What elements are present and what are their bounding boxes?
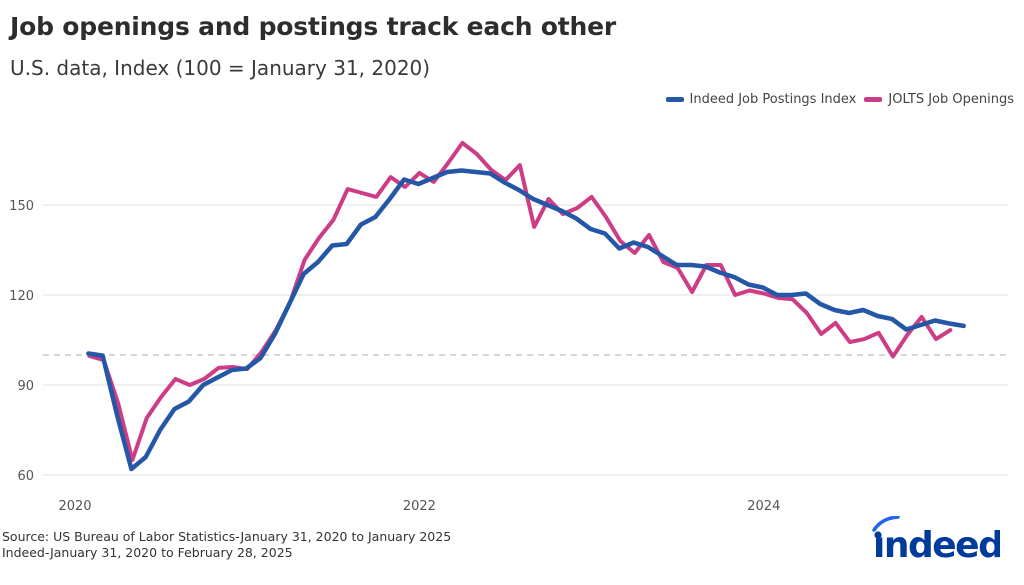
source-note: Source: US Bureau of Labor Statistics-Ja… — [2, 529, 451, 561]
y-tick-label: 150 — [9, 199, 34, 214]
chart-subtitle: U.S. data, Index (100 = January 31, 2020… — [10, 56, 431, 80]
indeed-logo: ındeed — [870, 515, 1004, 566]
x-tick-label: 2024 — [747, 499, 780, 514]
svg-text:ındeed: ındeed — [873, 525, 1000, 560]
legend: Indeed Job Postings Index JOLTS Job Open… — [665, 92, 1014, 107]
chart-title: Job openings and postings track each oth… — [10, 12, 617, 41]
y-tick-label: 120 — [9, 289, 34, 304]
legend-item-indeed: Indeed Job Postings Index — [665, 92, 857, 107]
source-line-1: Source: US Bureau of Labor Statistics-Ja… — [2, 529, 452, 544]
y-tick-label: 60 — [17, 469, 34, 484]
x-tick-label: 2020 — [58, 499, 91, 514]
legend-item-jolts: JOLTS Job Openings — [864, 92, 1014, 107]
legend-swatch-jolts — [864, 97, 883, 102]
x-tick-label: 2022 — [403, 499, 436, 514]
y-tick-label: 90 — [17, 379, 34, 394]
legend-swatch-indeed — [665, 97, 684, 102]
legend-label-jolts: JOLTS Job Openings — [888, 92, 1014, 107]
series-line-indeed — [86, 168, 966, 472]
source-line-2: Indeed-January 31, 2020 to February 28, … — [2, 545, 293, 560]
legend-label-indeed: Indeed Job Postings Index — [689, 92, 857, 107]
